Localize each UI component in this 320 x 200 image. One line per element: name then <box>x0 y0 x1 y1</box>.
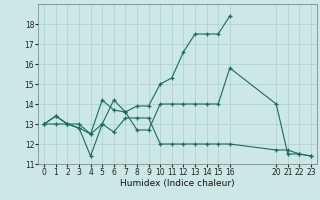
X-axis label: Humidex (Indice chaleur): Humidex (Indice chaleur) <box>120 179 235 188</box>
